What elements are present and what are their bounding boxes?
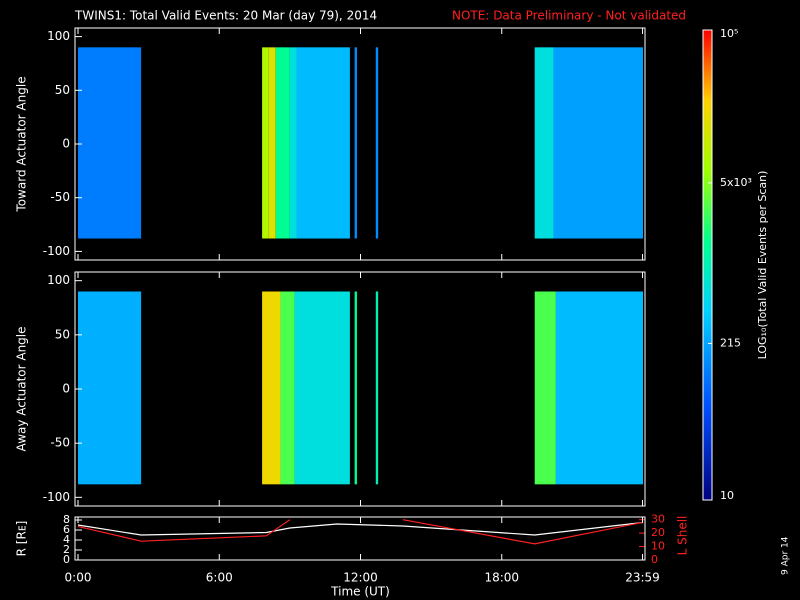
date-stamp: 9 Apr 14 (781, 536, 791, 575)
chart-title: TWINS1: Total Valid Events: 20 Mar (day … (74, 9, 377, 23)
y-tick-label: 6 (63, 523, 70, 536)
y-tick-label: 2 (63, 543, 70, 556)
colorbar-tick-label: 215 (720, 336, 741, 349)
note: NOTE: Data Preliminary - Not validated (452, 9, 686, 23)
y2-tick-label: 20 (651, 526, 665, 539)
y-tick-label: 0 (62, 137, 70, 151)
heat-cell (553, 47, 643, 239)
y2-tick-label: 0 (651, 553, 658, 566)
heat-cell (280, 291, 295, 485)
heat-cell (375, 47, 379, 239)
y-axis-label: Away Actuator Angle (15, 326, 29, 451)
y-tick-label: 100 (47, 273, 70, 287)
x-tick-label: 18:00 (484, 571, 519, 585)
y2-axis-label: L Shell (676, 516, 690, 556)
heat-cell (375, 291, 379, 485)
heat-cell (275, 47, 290, 239)
y-tick-label: 50 (55, 83, 70, 97)
y-tick-label: 8 (63, 513, 70, 526)
plot-frame (74, 27, 646, 261)
x-axis-label: Time (UT) (330, 585, 390, 599)
y2-tick-label: 10 (651, 540, 665, 553)
plot-frame (74, 271, 646, 507)
colorbar (702, 29, 713, 501)
y-tick-label: 0 (62, 382, 70, 396)
heat-cell (78, 291, 142, 485)
line-series (77, 519, 643, 545)
x-tick-label: 0:00 (65, 571, 92, 585)
colorbar-tick-label: 10⁵ (720, 27, 738, 40)
heat-cell (354, 291, 357, 485)
y-tick-label: -100 (43, 490, 70, 504)
heat-cell (354, 47, 357, 239)
heat-cell (289, 47, 297, 239)
heat-cell (268, 47, 276, 239)
plot-frame (74, 516, 646, 561)
x-tick-label: 12:00 (343, 571, 378, 585)
y-axis-label: Toward Actuator Angle (15, 76, 29, 212)
heat-cell (78, 47, 142, 239)
y-tick-label: 50 (55, 327, 70, 341)
colorbar-tick-label: 10 (720, 489, 734, 502)
x-tick-label: 23:59 (625, 571, 660, 585)
heat-cell (294, 291, 350, 485)
x-tick-label: 6:00 (206, 571, 233, 585)
y-axis-label: R [Rᴇ] (15, 521, 29, 557)
y-tick-label: 4 (63, 533, 70, 546)
line-series (77, 521, 643, 536)
y2-tick-label: 30 (651, 513, 665, 526)
heat-cell (534, 291, 556, 485)
y-tick-label: -50 (50, 436, 70, 450)
colorbar-label: LOG₁₀(Total Valid Events per Scan) (756, 171, 769, 360)
heat-cell (262, 47, 269, 239)
heat-cell (262, 291, 281, 485)
heat-cell (534, 47, 554, 239)
y-tick-label: -50 (50, 190, 70, 204)
heat-cell (555, 291, 643, 485)
y-tick-label: -100 (43, 244, 70, 258)
y-tick-label: 100 (47, 29, 70, 43)
colorbar-tick-label: 5x10³ (720, 176, 752, 189)
y-tick-label: 0 (63, 553, 70, 566)
heat-cell (296, 47, 350, 239)
